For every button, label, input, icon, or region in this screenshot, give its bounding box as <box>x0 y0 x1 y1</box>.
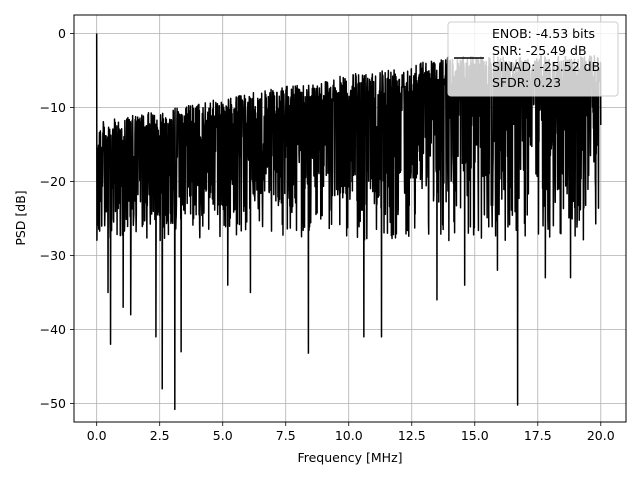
x-tick-label: 20.0 <box>587 428 615 443</box>
x-axis-label: Frequency [MHz] <box>297 450 402 465</box>
x-tick-label: 7.5 <box>276 428 296 443</box>
legend-entry-snr: SNR: -25.49 dB <box>492 43 587 58</box>
y-axis-label: PSD [dB] <box>13 190 28 245</box>
legend-entry-sinad: SINAD: -25.52 dB <box>492 59 600 74</box>
y-tick-label: 0 <box>58 26 66 41</box>
legend-entry-sfdr: SFDR: 0.23 <box>492 75 561 90</box>
y-tick-label: −50 <box>40 396 66 411</box>
tick-layer: 0.0 2.5 5.0 7.5 10.0 12.5 15.0 17.5 20.0 0 −10 −20 −… <box>40 26 615 443</box>
x-tick-label: 15.0 <box>461 428 489 443</box>
x-tick-label: 5.0 <box>213 428 233 443</box>
y-tick-label: −40 <box>40 322 66 337</box>
legend: ENOB: -4.53 bits SNR: -25.49 dB SINAD: -… <box>447 21 619 97</box>
legend-entry-enob: ENOB: -4.53 bits <box>492 26 595 41</box>
y-tick-label: −10 <box>40 100 66 115</box>
x-tick-label: 0.0 <box>87 428 107 443</box>
x-tick-label: 12.5 <box>398 428 426 443</box>
y-tick-label: −30 <box>40 248 66 263</box>
legend-box <box>447 21 619 97</box>
x-tick-label: 10.0 <box>335 428 363 443</box>
axes-frame <box>73 14 627 423</box>
y-tick-label: −20 <box>40 174 66 189</box>
x-tick-label: 17.5 <box>524 428 552 443</box>
x-tick-label: 2.5 <box>150 428 170 443</box>
